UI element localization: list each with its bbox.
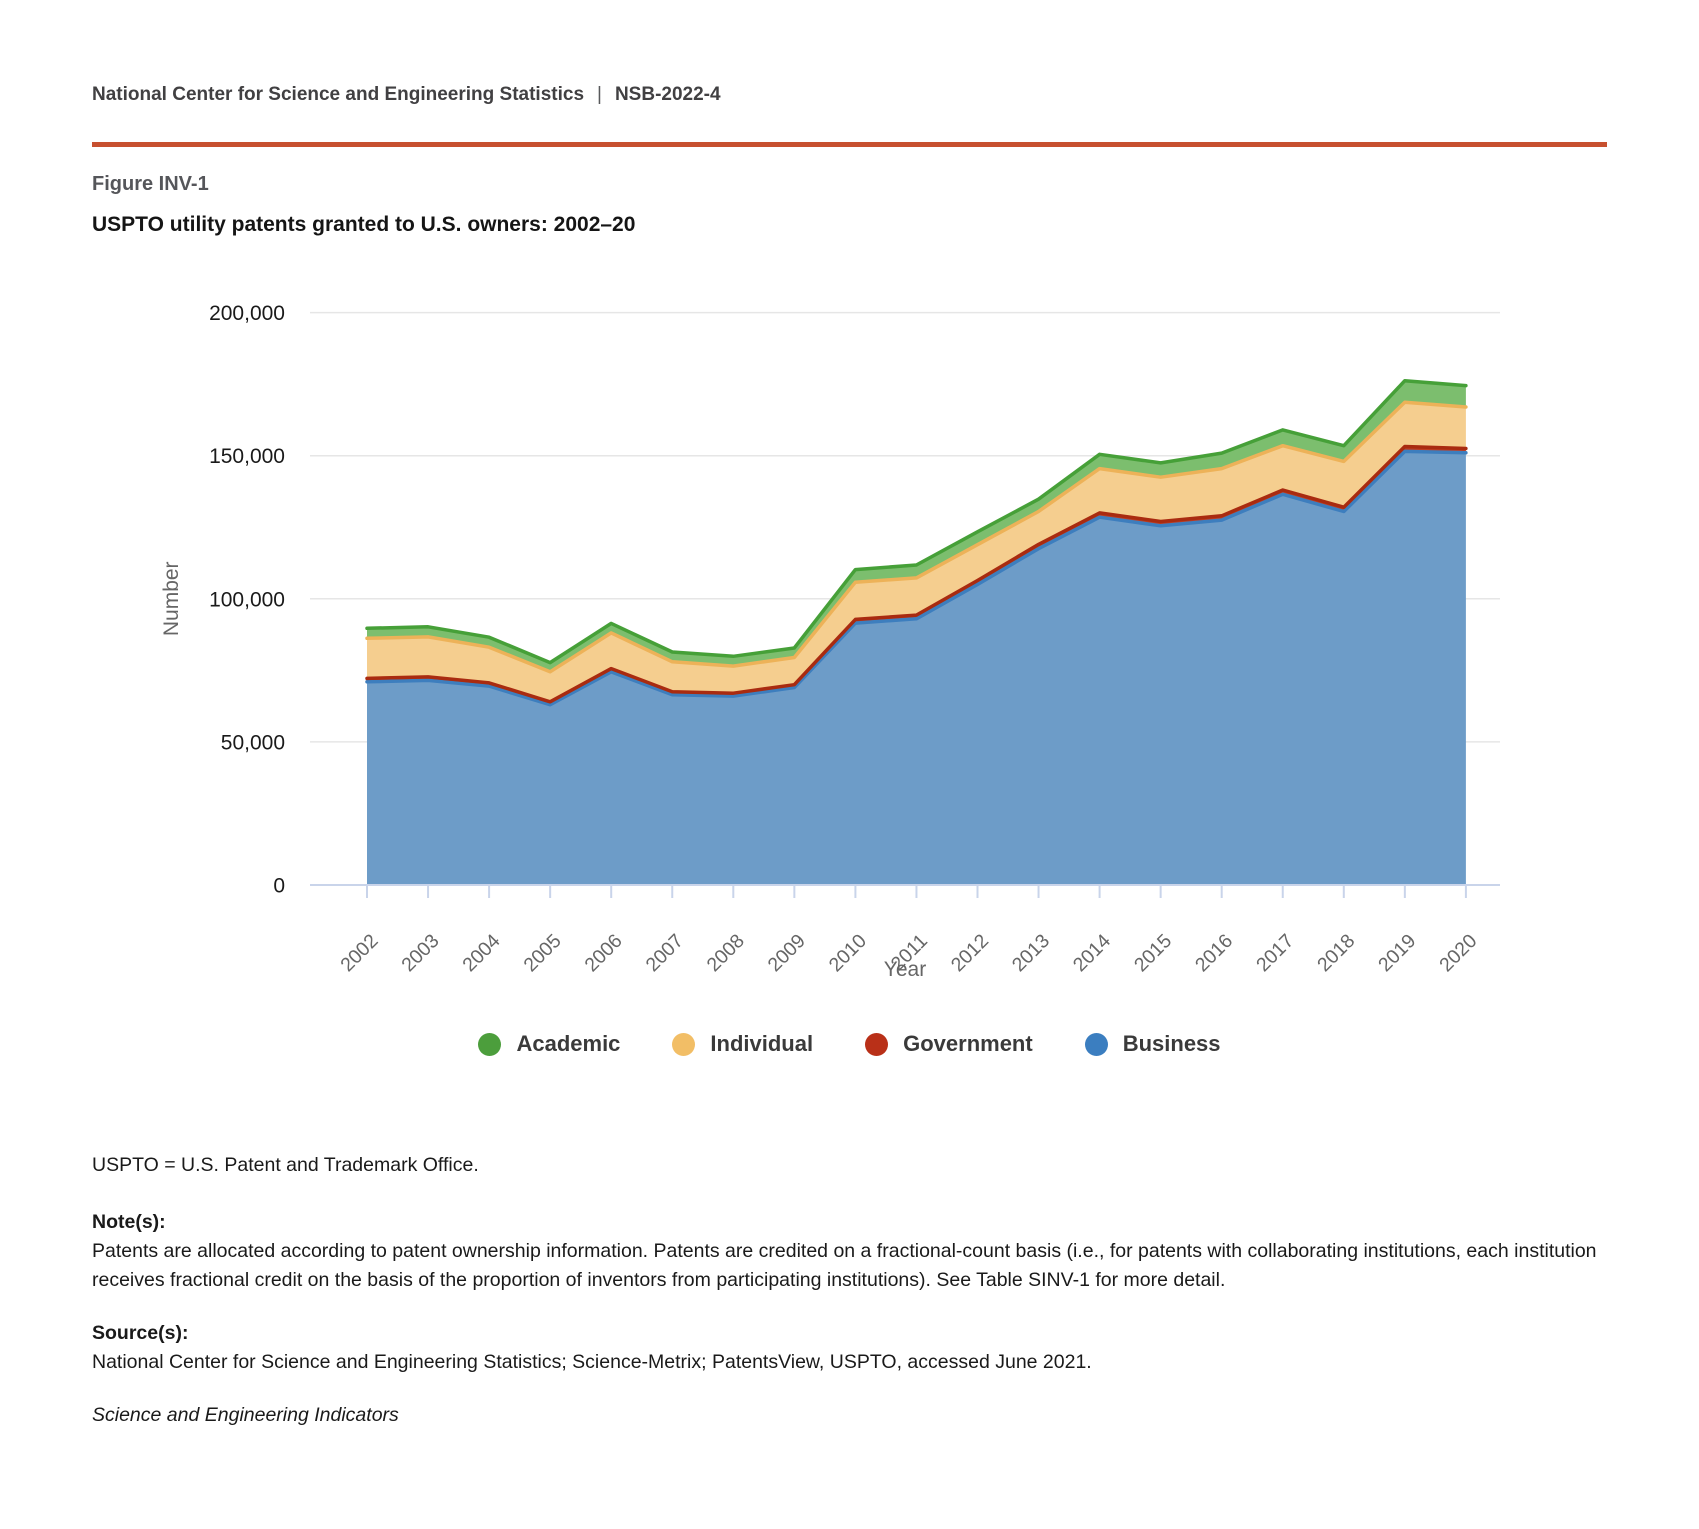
figure-title: USPTO utility patents granted to U.S. ow… — [92, 213, 636, 236]
legend-marker-academic — [478, 1032, 502, 1056]
y-tick-label: 150,000 — [209, 445, 285, 468]
line-individual — [365, 400, 1468, 674]
x-tick-label: 2016 — [1191, 930, 1237, 976]
y-tick-label: 50,000 — [221, 731, 285, 754]
notes-text: Patents are allocated according to paten… — [92, 1240, 1597, 1291]
line-business — [365, 449, 1468, 707]
abbreviation-note: USPTO = U.S. Patent and Trademark Office… — [92, 1154, 479, 1176]
x-tick-label: 2017 — [1252, 930, 1298, 976]
x-tick-label: 2002 — [336, 930, 382, 976]
x-axis-title: Year — [884, 958, 926, 981]
x-tick-label: 2014 — [1069, 930, 1115, 976]
x-tick-label: 2019 — [1374, 930, 1420, 976]
page: National Center for Science and Engineer… — [92, 84, 1607, 1430]
x-tick-label: 2012 — [947, 930, 993, 976]
y-axis-title: Number — [160, 561, 183, 636]
line-academic — [365, 378, 1468, 665]
header-report-number: NSB-2022-4 — [614, 84, 721, 105]
x-tick-label: 2020 — [1435, 930, 1481, 976]
y-tick-label: 0 — [273, 875, 285, 898]
chart-legend: Academic Individual Government Business — [92, 1029, 1607, 1059]
legend-item-individual[interactable]: Individual — [672, 1031, 813, 1057]
notes-label: Note(s): — [92, 1211, 166, 1233]
legend-label-individual: Individual — [710, 1031, 814, 1056]
x-tick-label: 2015 — [1130, 930, 1176, 976]
line-government — [365, 444, 1468, 704]
legend-label-academic: Academic — [516, 1031, 621, 1056]
stacked-area-chart: 0 50,000 100,000 150,000 200,000 Number 2002 20… — [92, 249, 1607, 1009]
x-tick-label: 2010 — [825, 930, 871, 976]
x-tick-label: 2003 — [397, 930, 443, 976]
chart-canvas: 0 50,000 100,000 150,000 200,000 Number 2002 20… — [160, 302, 1500, 981]
x-tick-label: 2018 — [1313, 930, 1359, 976]
area-academic — [367, 380, 1466, 672]
attribution: Science and Engineering Indicators — [92, 1404, 399, 1426]
legend-item-business[interactable]: Business — [1084, 1031, 1221, 1057]
area-business — [367, 451, 1466, 885]
legend-marker-government — [865, 1032, 889, 1056]
x-tick-label: 2006 — [580, 930, 626, 976]
legend-marker-business — [1084, 1032, 1108, 1056]
legend-item-government[interactable]: Government — [865, 1031, 1033, 1057]
legend-item-academic[interactable]: Academic — [478, 1031, 620, 1057]
header-separator: | — [597, 84, 602, 105]
legend-label-business: Business — [1122, 1031, 1221, 1056]
sources-text: National Center for Science and Engineer… — [92, 1351, 1092, 1373]
sources-label: Source(s): — [92, 1322, 189, 1344]
legend-marker-individual — [672, 1032, 696, 1056]
y-tick-label: 100,000 — [209, 588, 285, 611]
x-tick-label: 2007 — [642, 930, 688, 976]
header-org: National Center for Science and Engineer… — [92, 84, 585, 105]
x-tick-label: 2009 — [764, 930, 810, 976]
x-tick-label: 2013 — [1008, 930, 1054, 976]
area-individual — [367, 402, 1466, 702]
accent-rule — [92, 142, 1607, 147]
x-tick-label: 2004 — [458, 930, 504, 976]
legend-label-government: Government — [903, 1031, 1033, 1056]
figure-footer: USPTO = U.S. Patent and Trademark Office… — [92, 1151, 1607, 1430]
figure-label: Figure INV-1 — [92, 173, 209, 195]
x-tick-label: 2005 — [519, 930, 565, 976]
x-tick-label: 2008 — [703, 930, 749, 976]
y-tick-label: 200,000 — [209, 302, 285, 325]
document-header: National Center for Science and Engineer… — [92, 84, 1607, 106]
